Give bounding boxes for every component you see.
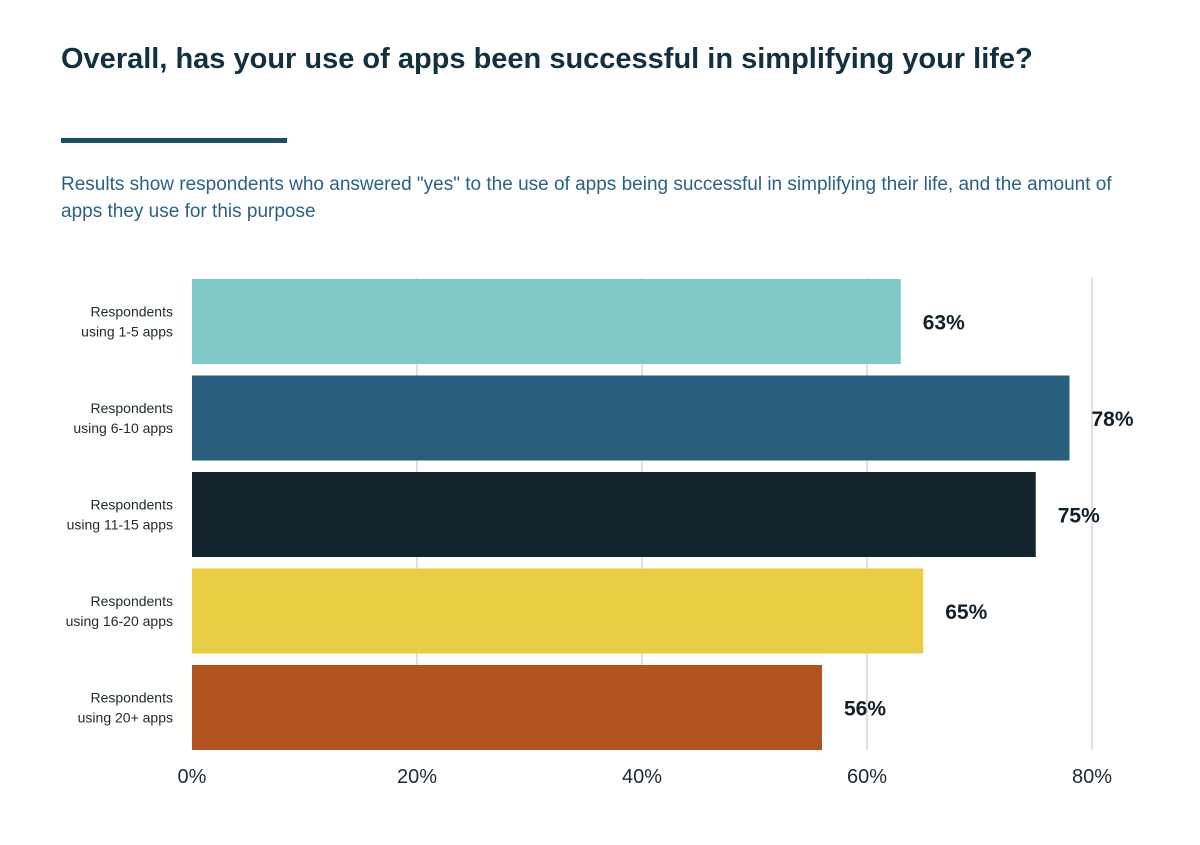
data-label: 75% (1058, 505, 1100, 528)
bar (192, 375, 1070, 461)
data-label: 65% (945, 601, 987, 624)
x-tick-label: 0% (178, 766, 207, 788)
chart-title: Overall, has your use of apps been succe… (61, 43, 1033, 75)
bar (192, 665, 822, 750)
chart-subtitle: Results show respondents who answered "y… (61, 174, 1112, 222)
category-label: Respondents (90, 497, 173, 513)
x-tick-label: 60% (847, 766, 887, 788)
title-divider (61, 138, 287, 143)
category-label: using 16-20 apps (66, 613, 173, 629)
x-tick-label: 80% (1072, 766, 1112, 788)
category-label: using 11-15 apps (67, 517, 173, 533)
bar (192, 279, 901, 364)
category-label: using 20+ apps (78, 710, 173, 726)
x-tick-label: 40% (622, 766, 662, 788)
category-label: Respondents (90, 690, 173, 706)
category-label: using 1-5 apps (81, 324, 173, 340)
bar (192, 472, 1036, 557)
category-label: using 6-10 apps (73, 420, 173, 436)
data-label: 56% (844, 698, 886, 721)
bar (192, 568, 924, 654)
category-label: Respondents (90, 593, 173, 609)
category-label: Respondents (90, 304, 173, 320)
data-label: 63% (923, 312, 965, 335)
data-label: 78% (1092, 408, 1134, 431)
category-label: Respondents (90, 400, 173, 416)
x-tick-label: 20% (397, 766, 437, 788)
